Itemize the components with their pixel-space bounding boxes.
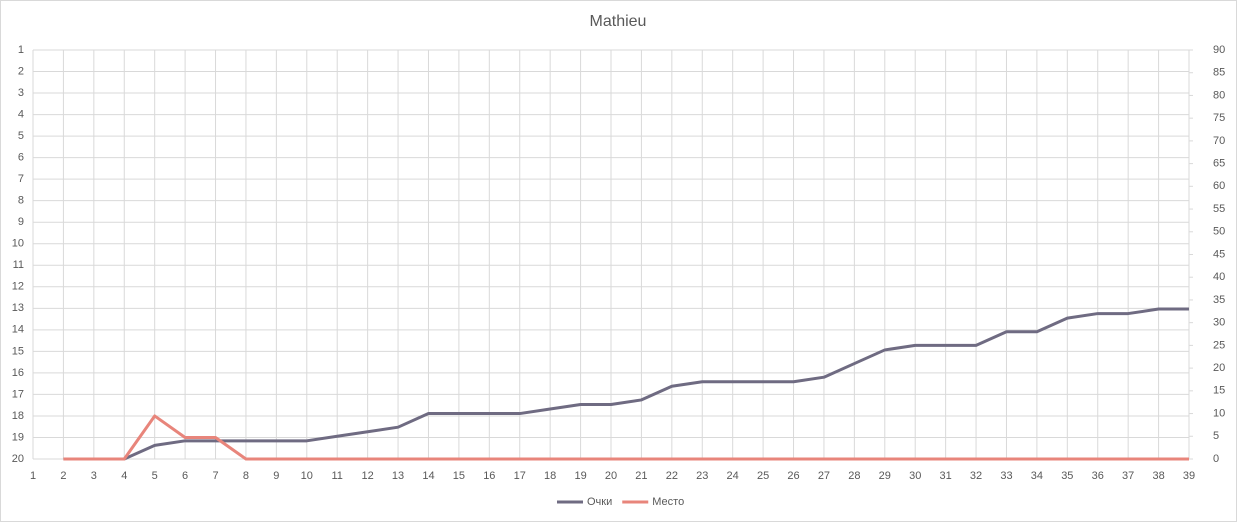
x-tick-label: 4	[121, 470, 127, 482]
x-tick-label: 32	[970, 470, 982, 482]
y-tick-label: 12	[12, 281, 24, 293]
x-tick-label: 37	[1122, 470, 1134, 482]
y-tick-label: 1	[18, 44, 24, 56]
x-tick-label: 20	[605, 470, 617, 482]
y2-tick-label: 30	[1213, 317, 1225, 329]
y-tick-label: 9	[18, 216, 24, 228]
y2-tick-label: 70	[1213, 135, 1225, 147]
x-tick-label: 19	[574, 470, 586, 482]
y2-tick-label: 65	[1213, 158, 1225, 170]
y-tick-label: 8	[18, 195, 24, 207]
y-tick-label: 10	[12, 238, 24, 250]
y-tick-label: 15	[12, 345, 24, 357]
y2-tick-label: 50	[1213, 226, 1225, 238]
y2-tick-label: 40	[1213, 271, 1225, 283]
y2-tick-label: 90	[1213, 44, 1225, 56]
x-tick-label: 23	[696, 470, 708, 482]
x-tick-label: 38	[1152, 470, 1164, 482]
x-tick-label: 10	[301, 470, 313, 482]
y-tick-label: 6	[18, 152, 24, 164]
y2-tick-label: 20	[1213, 362, 1225, 374]
y2-tick-label: 0	[1213, 453, 1219, 465]
y2-tick-label: 60	[1213, 180, 1225, 192]
y-tick-label: 2	[18, 65, 24, 77]
x-tick-label: 1	[30, 470, 36, 482]
x-tick-label: 17	[514, 470, 526, 482]
x-tick-label: 24	[727, 470, 739, 482]
y2-tick-label: 5	[1213, 430, 1219, 442]
chart-title: Mathieu	[590, 13, 647, 30]
x-tick-label: 12	[362, 470, 374, 482]
y-tick-label: 7	[18, 173, 24, 185]
y2-tick-label: 85	[1213, 67, 1225, 79]
x-tick-label: 35	[1061, 470, 1073, 482]
y2-tick-label: 15	[1213, 385, 1225, 397]
y2-tick-label: 75	[1213, 112, 1225, 124]
x-tick-label: 28	[848, 470, 860, 482]
series-line	[63, 307, 1189, 461]
x-tick-label: 39	[1183, 470, 1195, 482]
series-line	[63, 414, 1189, 461]
y2-tick-label: 55	[1213, 203, 1225, 215]
y-tick-label: 4	[18, 108, 24, 120]
y2-tick-label: 25	[1213, 339, 1225, 351]
y2-tick-label: 10	[1213, 407, 1225, 419]
y-tick-label: 18	[12, 410, 24, 422]
x-tick-label: 9	[273, 470, 279, 482]
x-tick-label: 30	[909, 470, 921, 482]
y-tick-label: 11	[13, 259, 24, 271]
y-tick-label: 13	[12, 302, 24, 314]
y-tick-label: 20	[12, 453, 24, 465]
y2-tick-label: 45	[1213, 248, 1225, 260]
x-tick-label: 5	[152, 470, 158, 482]
x-tick-label: 18	[544, 470, 556, 482]
x-tick-label: 16	[483, 470, 495, 482]
x-tick-label: 27	[818, 470, 830, 482]
x-tick-label: 3	[91, 470, 97, 482]
x-tick-label: 14	[422, 470, 434, 482]
y-tick-label: 19	[12, 431, 24, 443]
x-tick-label: 7	[212, 470, 218, 482]
x-tick-label: 11	[331, 470, 342, 482]
x-tick-label: 26	[787, 470, 799, 482]
x-tick-label: 8	[243, 470, 249, 482]
x-tick-label: 2	[60, 470, 66, 482]
x-tick-label: 34	[1031, 470, 1043, 482]
legend-label: Место	[652, 496, 684, 508]
x-tick-label: 33	[1000, 470, 1012, 482]
legend-label: Очки	[587, 496, 612, 508]
x-tick-label: 31	[940, 470, 952, 482]
y-tick-label: 16	[12, 367, 24, 379]
y-tick-label: 3	[18, 87, 24, 99]
y-tick-label: 17	[12, 388, 24, 400]
x-tick-label: 13	[392, 470, 404, 482]
y2-tick-label: 80	[1213, 89, 1225, 101]
y2-tick-label: 35	[1213, 294, 1225, 306]
y-tick-label: 14	[12, 324, 24, 336]
x-tick-label: 36	[1092, 470, 1104, 482]
x-tick-label: 25	[757, 470, 769, 482]
x-tick-label: 15	[453, 470, 465, 482]
x-tick-label: 6	[182, 470, 188, 482]
x-tick-label: 29	[879, 470, 891, 482]
x-tick-label: 22	[666, 470, 678, 482]
y-tick-label: 5	[18, 130, 24, 142]
x-tick-label: 21	[635, 470, 647, 482]
